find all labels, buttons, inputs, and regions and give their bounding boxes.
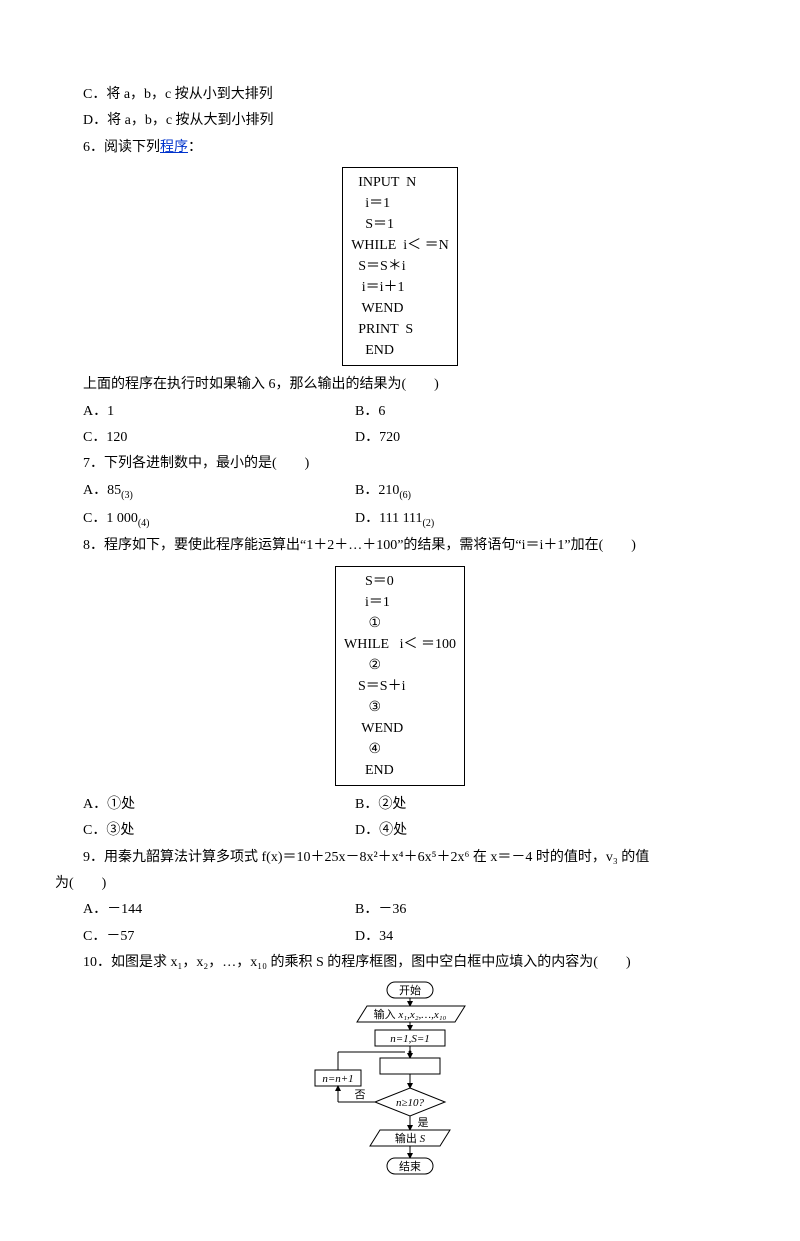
q7-b-sub: (6) [399, 490, 411, 501]
svg-text:输入 x₁,x₂,…,x₁₀: 输入 x₁,x₂,…,x₁₀ [374, 1007, 447, 1021]
q9-option-d: D．34 [355, 926, 745, 948]
q9-option-a: A．－144 [55, 899, 355, 921]
q8-option-b: B．②处 [355, 794, 745, 816]
q8-stem: 8．程序如下，要使此程序能运算出“1＋2＋…＋100”的结果，需将语句“i＝i＋… [55, 535, 745, 557]
q7-option-a: A．85(3) [55, 480, 355, 504]
svg-text:否: 否 [355, 1089, 366, 1101]
q7-row2: C．1 000(4) D．111 111(2) [55, 508, 745, 532]
program-link[interactable]: 程序 [160, 140, 188, 155]
svg-text:输出 S: 输出 S [395, 1131, 426, 1145]
q7-d-sub: (2) [423, 517, 435, 528]
q9-row1: A．－144 B．－36 [55, 899, 745, 921]
svg-text:n=1,S=1: n=1,S=1 [390, 1033, 430, 1045]
q7-c-pre: C．1 000 [83, 511, 138, 526]
q7-option-d: D．111 111(2) [355, 508, 745, 532]
q7-option-b: B．210(6) [355, 480, 745, 504]
q8-option-a: A．①处 [55, 794, 355, 816]
q7-b-pre: B．210 [355, 483, 399, 498]
q5-option-d: D．将 a，b，c 按从大到小排列 [55, 110, 745, 132]
q9-option-c: C．－57 [55, 926, 355, 948]
q6-stem-pre: 6．阅读下列 [83, 140, 160, 155]
q6-option-a: A．1 [55, 401, 355, 423]
svg-text:开始: 开始 [399, 983, 421, 997]
q9-stem: 9．用秦九韶算法计算多项式 f(x)＝10＋25x－8x²＋x⁴＋6x⁵＋2x⁶… [55, 847, 745, 869]
q10-stem: 10．如图是求 x₁，x₂，…，x₁₀ 的乘积 S 的程序框图，图中空白框中应填… [55, 952, 745, 974]
q7-stem: 7．下列各进制数中，最小的是( ) [55, 453, 745, 475]
svg-text:结束: 结束 [399, 1160, 421, 1173]
q8-option-d: D．④处 [355, 820, 745, 842]
q9-stem-cont: 为( ) [55, 873, 745, 895]
q8-row2: C．③处 D．④处 [55, 820, 745, 842]
svg-text:是: 是 [418, 1116, 429, 1129]
q6-stem: 6．阅读下列程序： [55, 137, 745, 159]
q7-a-pre: A．85 [83, 483, 121, 498]
q6-option-b: B．6 [355, 401, 745, 423]
q6-code-block: INPUT N i＝1 S＝1 WHILE i＜ ＝N S＝S＊i i＝i＋1 … [342, 167, 458, 366]
svg-text:n=n+1: n=n+1 [322, 1073, 353, 1085]
q9-row2: C．－57 D．34 [55, 926, 745, 948]
q7-d-pre: D．111 111 [355, 511, 423, 526]
q6-row2: C．120 D．720 [55, 427, 745, 449]
q9-option-b: B．－36 [355, 899, 745, 921]
flowchart: 开始 输入 x₁,x₂,…,x₁₀ n=1,S=1 n=n+1 n≥10? 否 … [305, 980, 495, 1195]
svg-text:n≥10?: n≥10? [396, 1097, 425, 1109]
q8-code-block: S＝0 i＝1 ① WHILE i＜ ＝100 ② S＝S＋i ③ WEND ④… [335, 566, 465, 786]
q7-c-sub: (4) [138, 517, 150, 528]
q6-after: 上面的程序在执行时如果输入 6，那么输出的结果为( ) [55, 374, 745, 396]
q6-stem-post: ： [188, 140, 202, 155]
q6-option-d: D．720 [355, 427, 745, 449]
q8-option-c: C．③处 [55, 820, 355, 842]
q5-option-c: C．将 a，b，c 按从小到大排列 [55, 84, 745, 106]
q6-option-c: C．120 [55, 427, 355, 449]
q6-row1: A．1 B．6 [55, 401, 745, 423]
q8-row1: A．①处 B．②处 [55, 794, 745, 816]
q7-a-sub: (3) [121, 490, 133, 501]
q7-row1: A．85(3) B．210(6) [55, 480, 745, 504]
q7-option-c: C．1 000(4) [55, 508, 355, 532]
